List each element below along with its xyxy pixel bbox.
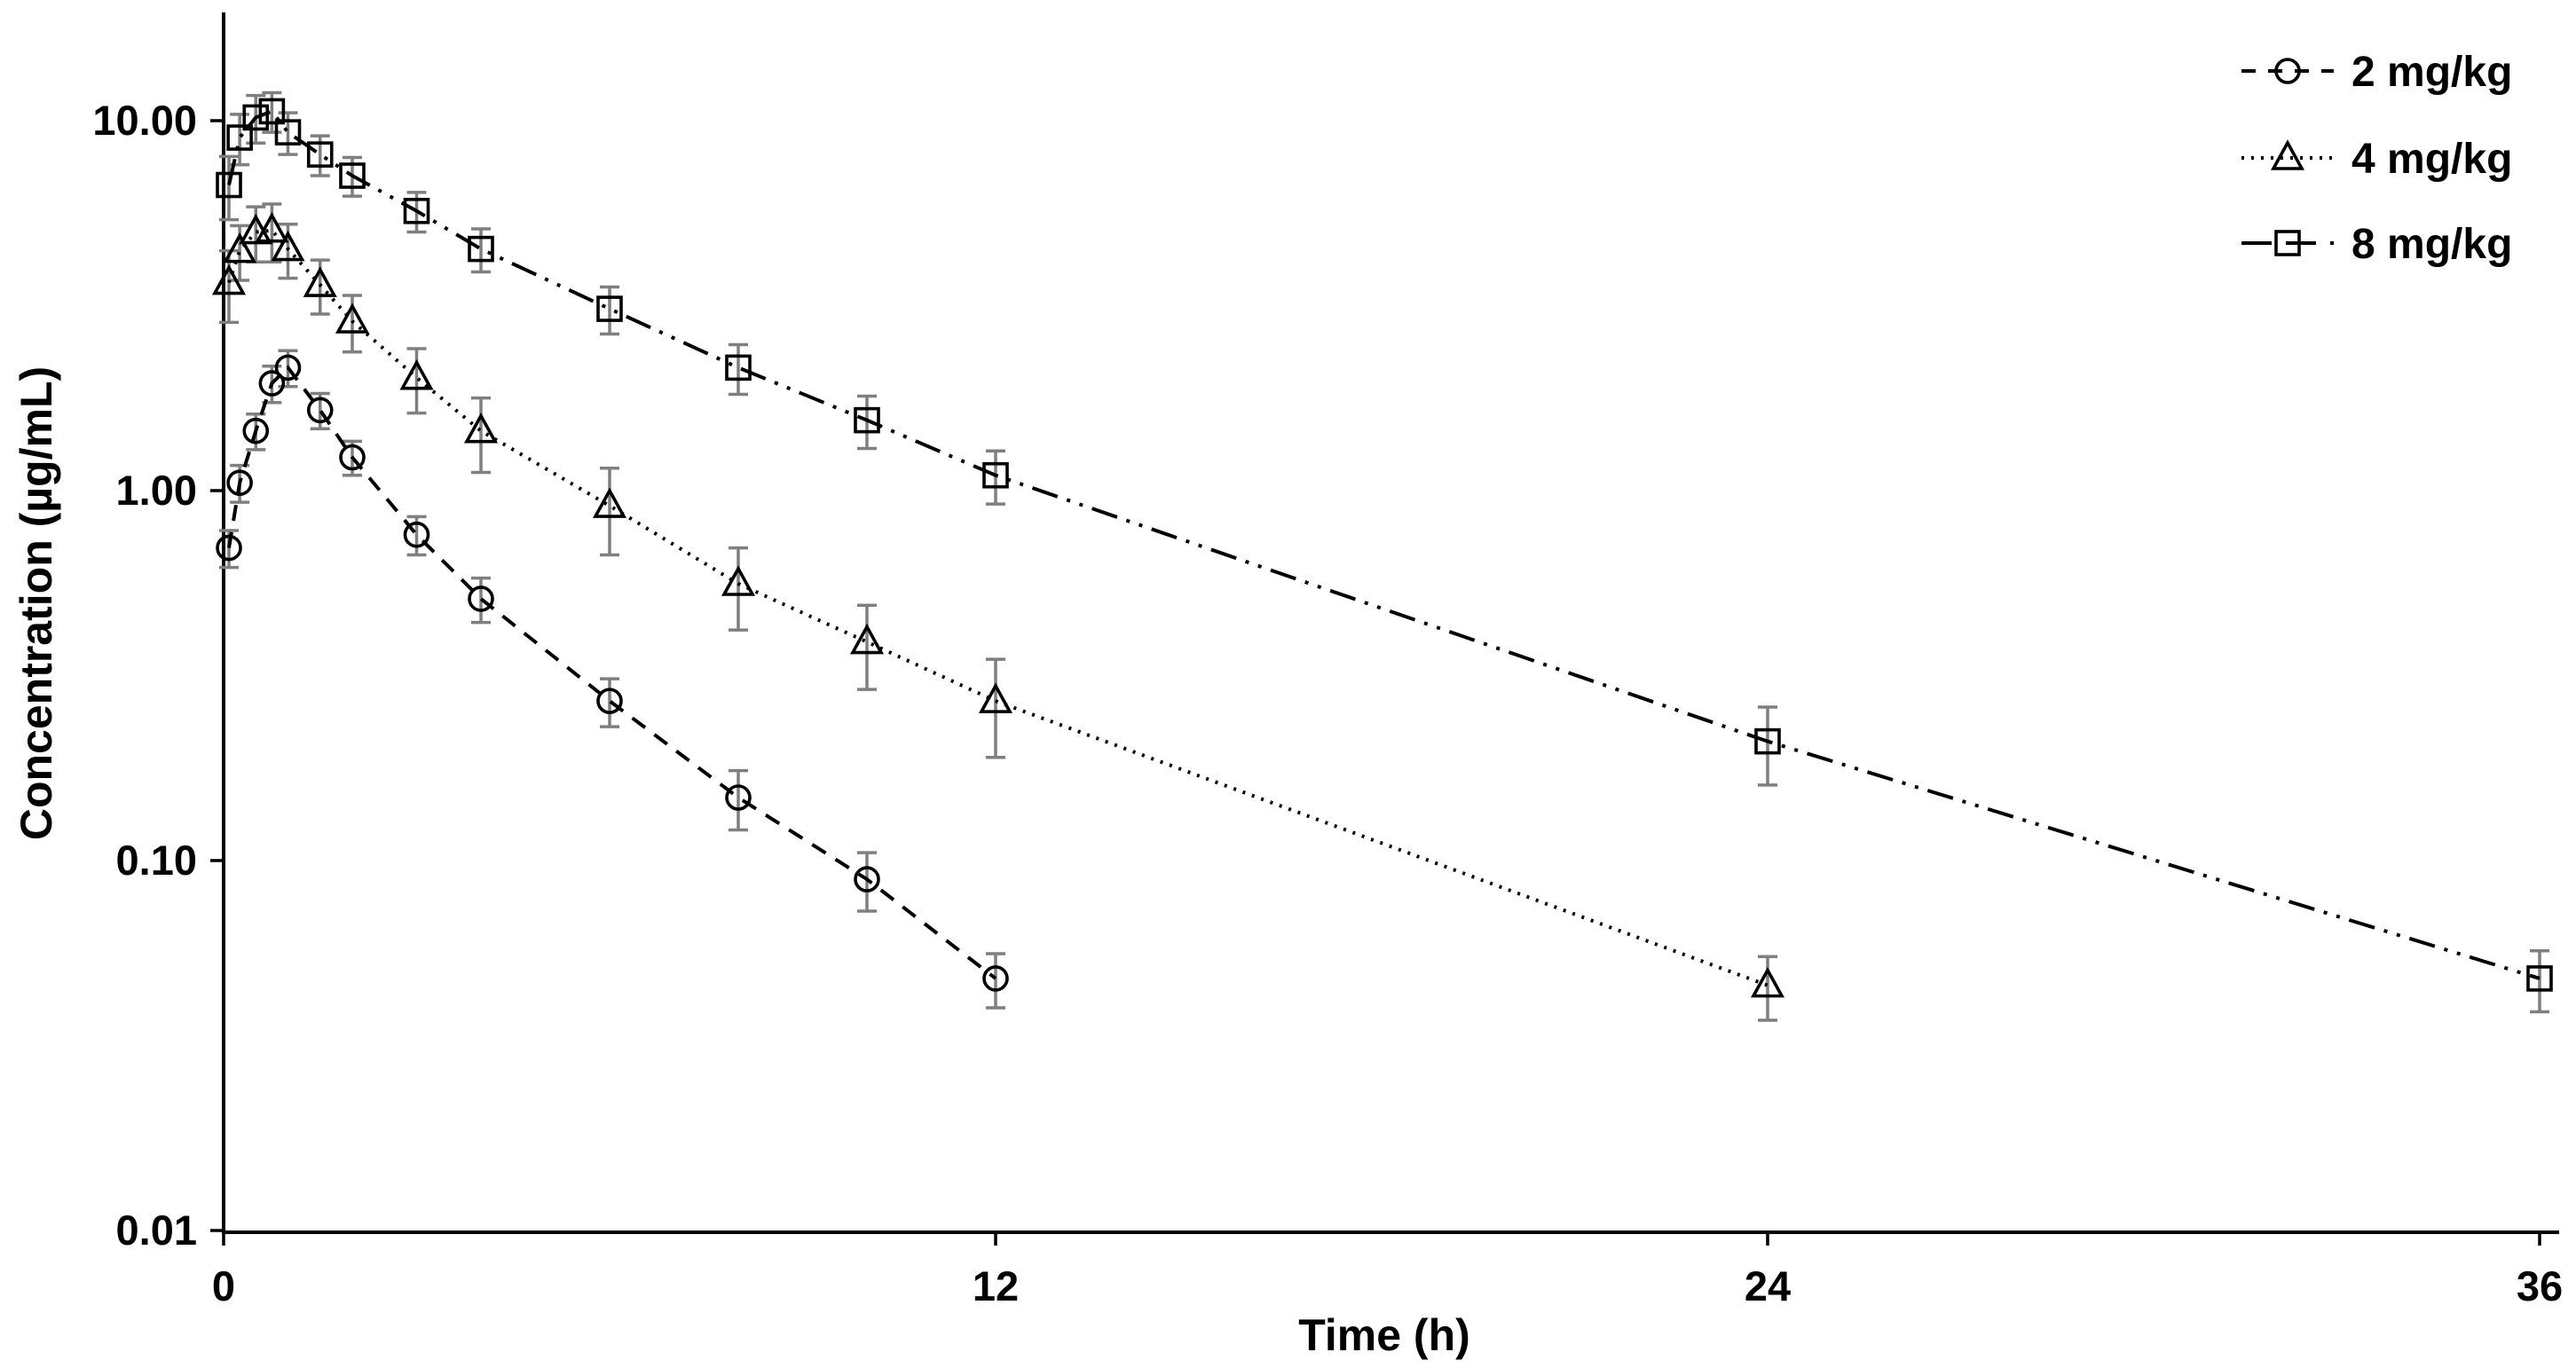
triangle-marker — [849, 623, 885, 655]
square-marker — [242, 104, 270, 131]
axis-ticks: 10.00 1.00 0.10 0.01 0 12 24 36 — [92, 97, 2563, 1309]
square-marker — [854, 406, 880, 434]
legend-triangle-marker — [2270, 139, 2305, 170]
error-bars-2-mg-kg — [219, 349, 1005, 1010]
triangle-marker — [1750, 966, 1785, 998]
data-series — [211, 90, 2553, 1022]
circle-marker — [339, 444, 366, 471]
x-tick-label: 12 — [973, 1262, 1019, 1309]
error-bars-4-mg-kg — [219, 202, 1777, 1022]
circle-marker — [306, 397, 334, 424]
circle-marker — [725, 784, 752, 811]
circle-marker — [596, 688, 623, 714]
circle-marker — [216, 534, 242, 562]
triangle-marker — [978, 682, 1013, 713]
y-tick-label: 1.00 — [116, 467, 197, 514]
series-2-mg-kg — [216, 349, 1009, 1010]
square-marker — [596, 295, 623, 322]
series-line-8-mg-kg — [227, 109, 2541, 980]
legend-label: 2 mg/kg — [2351, 49, 2512, 96]
y-axis-title: Concentration (µg/mL) — [12, 366, 61, 840]
triangle-marker — [211, 263, 247, 295]
legend-item-2-mg-kg: 2 mg/kg — [2241, 49, 2512, 96]
triangle-marker — [721, 565, 756, 596]
square-marker — [468, 235, 494, 263]
circle-marker — [226, 469, 253, 496]
circle-marker — [403, 521, 430, 548]
triangle-marker — [399, 358, 434, 390]
circle-marker — [258, 370, 286, 397]
square-marker — [982, 461, 1009, 489]
series-8-mg-kg — [216, 90, 2553, 1014]
triangle-marker — [335, 303, 370, 334]
legend-square-marker — [2274, 230, 2301, 256]
x-tick-label: 0 — [212, 1262, 235, 1309]
series-line-2-mg-kg — [227, 365, 997, 980]
x-axis-title: Time (h) — [1298, 1310, 1470, 1360]
square-marker — [274, 119, 302, 145]
legend-label: 8 mg/kg — [2351, 221, 2512, 268]
y-tick-label: 0.01 — [116, 1207, 197, 1254]
error-bars-8-mg-kg — [219, 90, 2549, 1014]
circle-marker — [242, 417, 270, 444]
triangle-marker — [223, 232, 257, 263]
square-marker — [226, 124, 253, 151]
triangle-marker — [592, 487, 627, 518]
circle-marker — [274, 354, 302, 381]
legend-item-8-mg-kg: 8 mg/kg — [2241, 221, 2512, 268]
series-line-4-mg-kg — [227, 228, 1769, 987]
legend: 2 mg/kg 4 mg/kg 8 mg/kg — [2241, 49, 2512, 268]
triangle-marker — [271, 230, 305, 262]
square-marker — [258, 98, 286, 125]
x-tick-label: 36 — [2517, 1262, 2563, 1309]
circle-marker — [468, 586, 494, 612]
square-marker — [1754, 727, 1781, 755]
triangle-marker — [255, 212, 289, 243]
y-tick-label: 10.00 — [92, 97, 197, 144]
legend-item-4-mg-kg: 4 mg/kg — [2241, 136, 2512, 183]
series-4-mg-kg — [211, 202, 1785, 1022]
square-marker — [306, 141, 334, 168]
triangle-marker — [463, 412, 499, 444]
legend-circle-marker — [2274, 58, 2301, 84]
square-marker — [216, 171, 242, 199]
circle-marker — [854, 866, 880, 892]
square-marker — [339, 162, 366, 189]
circle-marker — [982, 965, 1009, 992]
square-marker — [2526, 965, 2553, 992]
legend-label: 4 mg/kg — [2351, 136, 2512, 183]
y-tick-label: 0.10 — [116, 837, 197, 884]
square-marker — [725, 354, 752, 381]
square-marker — [403, 198, 430, 224]
x-tick-label: 24 — [1745, 1262, 1791, 1309]
triangle-marker — [303, 266, 337, 297]
